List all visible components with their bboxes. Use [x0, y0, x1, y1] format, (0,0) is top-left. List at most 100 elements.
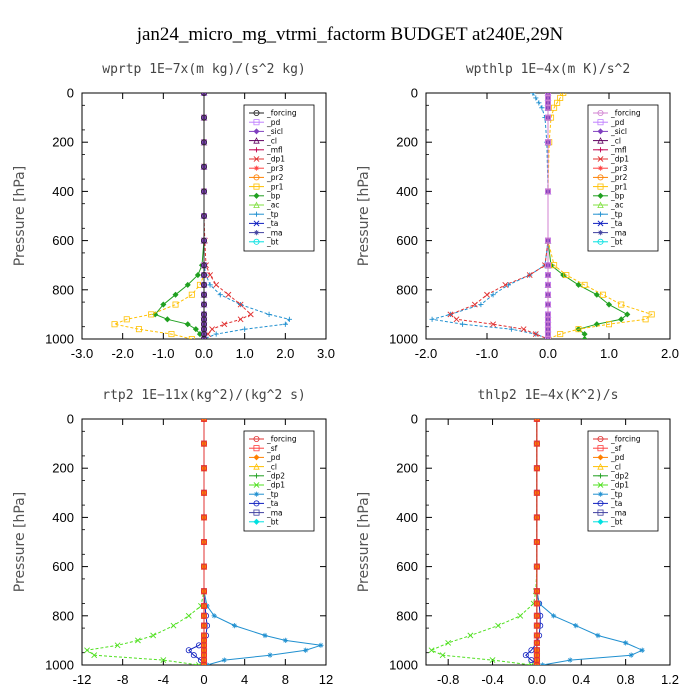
data-point — [168, 331, 175, 338]
series-line — [154, 93, 205, 339]
data-point — [135, 326, 142, 333]
legend-label: _ta — [266, 499, 278, 508]
data-point — [200, 291, 207, 298]
x-tick-label: 0.0 — [528, 672, 546, 687]
legend-label: _forcing — [610, 109, 641, 118]
legend-marker — [597, 165, 604, 171]
legend-marker — [597, 238, 604, 245]
data-point — [490, 321, 497, 328]
data-point — [200, 563, 207, 570]
legend-box — [587, 430, 659, 532]
data-point — [533, 662, 540, 665]
data-point — [211, 613, 217, 619]
data-point — [560, 93, 567, 97]
y-tick-label: 800 — [52, 282, 74, 297]
legend-marker — [597, 445, 604, 452]
data-point — [266, 311, 272, 317]
x-tick-label: 2.0 — [276, 346, 294, 361]
data-point — [429, 316, 435, 322]
legend-marker — [597, 435, 604, 442]
series-dp1 — [428, 419, 540, 665]
legend-label: _sicl — [266, 127, 283, 136]
x-tick-label: 4 — [241, 672, 248, 687]
data-point — [628, 652, 634, 658]
legend-label: _sf — [266, 444, 278, 453]
data-point — [217, 292, 223, 298]
data-point — [200, 139, 207, 146]
plot-frame — [425, 418, 671, 666]
data-point — [539, 105, 545, 111]
data-point — [148, 311, 155, 318]
data-point — [200, 272, 207, 279]
data-point — [542, 262, 548, 269]
data-point — [286, 316, 292, 322]
legend-label: _pd — [266, 118, 281, 127]
data-point — [478, 301, 484, 308]
legend-label: _pd — [610, 118, 625, 127]
series-tp — [429, 93, 551, 339]
legend-marker — [253, 211, 260, 217]
data-point — [213, 281, 220, 288]
legend-marker — [253, 156, 260, 162]
y-tick-label: 600 — [52, 233, 74, 248]
legend-label: _pd — [266, 453, 281, 462]
data-point — [201, 336, 207, 339]
data-point — [185, 647, 192, 654]
data-point — [567, 657, 573, 663]
legend-marker — [597, 211, 604, 217]
data-point — [545, 188, 552, 195]
x-tick-label: 1.0 — [600, 346, 618, 361]
data-point — [575, 281, 582, 288]
series-line — [203, 93, 252, 339]
data-point — [160, 657, 167, 663]
data-point — [471, 301, 478, 308]
legend-marker — [597, 192, 604, 199]
legend-marker — [253, 165, 260, 171]
data-point — [111, 321, 118, 328]
legend-marker — [253, 445, 260, 452]
data-point — [623, 640, 629, 646]
x-tick-label: 2.0 — [661, 346, 679, 361]
data-point — [528, 662, 535, 665]
x-tick-label: 0.0 — [195, 346, 213, 361]
data-point — [172, 291, 179, 298]
data-point — [648, 311, 655, 318]
data-point — [150, 632, 157, 639]
y-tick-label: 400 — [52, 510, 74, 525]
data-point — [123, 316, 130, 323]
data-point — [533, 639, 540, 646]
data-point — [84, 647, 91, 654]
data-point — [618, 301, 625, 308]
y-axis-label: Pressure [hPa] — [356, 166, 372, 266]
data-point — [532, 331, 539, 337]
data-point — [533, 440, 540, 447]
data-point — [200, 514, 207, 521]
data-point — [639, 647, 645, 653]
data-point — [221, 657, 227, 663]
data-point — [533, 419, 540, 422]
legend-box — [243, 430, 315, 532]
legend-marker — [597, 518, 604, 525]
legend-marker — [253, 509, 260, 516]
data-point — [237, 301, 244, 308]
y-tick-label: 600 — [396, 559, 418, 574]
series-bp — [152, 93, 208, 339]
legend-label: _cl — [610, 136, 621, 145]
data-point — [207, 272, 214, 278]
data-point — [201, 419, 207, 422]
x-tick-label: 1.0 — [236, 346, 254, 361]
series-line — [449, 93, 549, 339]
data-point — [198, 603, 204, 609]
y-tick-label: 0 — [67, 86, 74, 101]
data-point — [545, 104, 552, 111]
data-point — [489, 657, 496, 663]
data-point — [303, 647, 309, 653]
legend-marker — [597, 137, 604, 144]
data-point — [533, 588, 540, 595]
panel-4: thlp2 1E−4x(K^2)/s Pressure [hPa] 0 200 400 6… — [356, 388, 679, 687]
data-point — [170, 622, 177, 629]
data-point — [282, 321, 288, 327]
legend-marker — [597, 473, 604, 479]
plot-area — [428, 419, 645, 665]
